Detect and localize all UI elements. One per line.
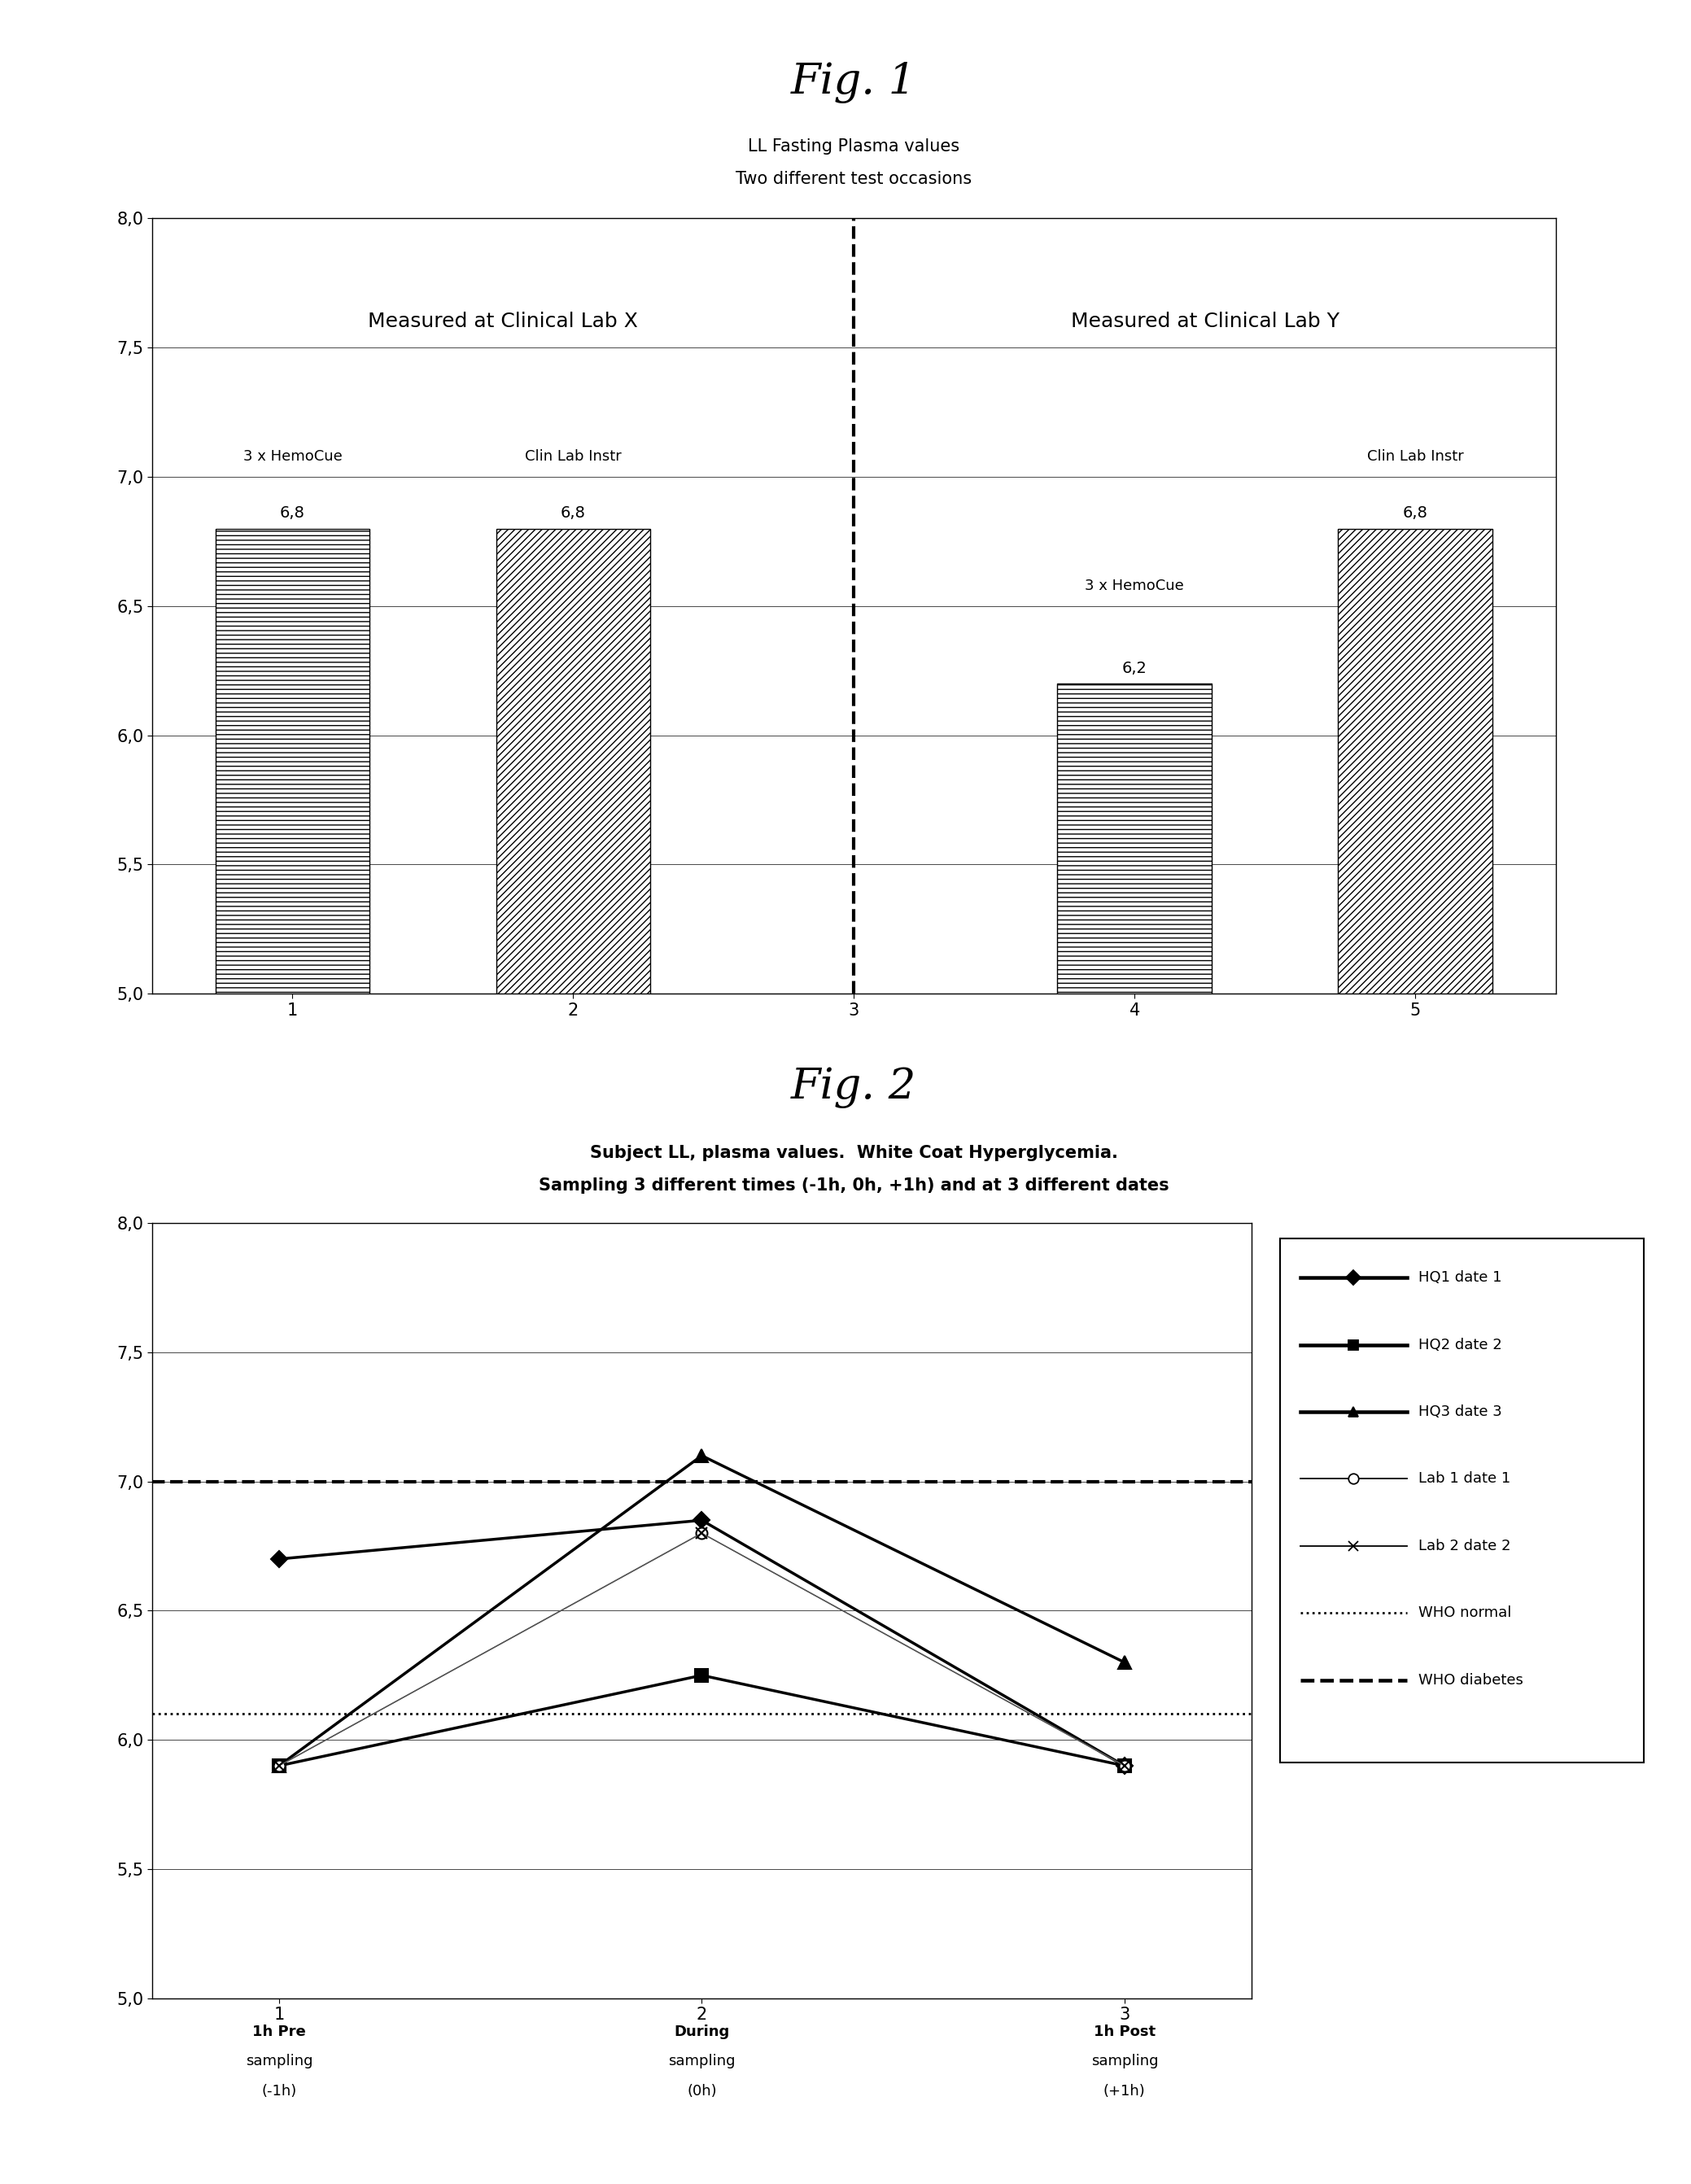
Text: sampling: sampling <box>1091 2053 1158 2068</box>
Text: Two different test occasions: Two different test occasions <box>736 170 972 188</box>
Text: Subject LL, plasma values.  White Coat Hyperglycemia.: Subject LL, plasma values. White Coat Hy… <box>590 1144 1118 1162</box>
Text: (+1h): (+1h) <box>1104 2084 1145 2099</box>
Text: Measured at Clinical Lab Y: Measured at Clinical Lab Y <box>1070 312 1339 332</box>
Text: Lab 2 date 2: Lab 2 date 2 <box>1419 1540 1512 1553</box>
Text: Measured at Clinical Lab X: Measured at Clinical Lab X <box>369 312 638 332</box>
Text: 1h Post: 1h Post <box>1094 2025 1155 2040</box>
Text: 3 x HemoCue: 3 x HemoCue <box>244 450 342 463</box>
Text: HQ2 date 2: HQ2 date 2 <box>1419 1337 1502 1352</box>
Bar <box>495 529 651 994</box>
Text: Lab 1 date 1: Lab 1 date 1 <box>1419 1472 1510 1485</box>
Text: During: During <box>675 2025 729 2040</box>
Text: sampling: sampling <box>245 2053 313 2068</box>
Text: LL Fasting Plasma values: LL Fasting Plasma values <box>747 138 960 155</box>
Text: WHO diabetes: WHO diabetes <box>1419 1673 1524 1688</box>
Text: HQ3 date 3: HQ3 date 3 <box>1419 1404 1502 1420</box>
Text: 6,2: 6,2 <box>1123 660 1146 675</box>
Text: Fig. 2: Fig. 2 <box>791 1066 917 1109</box>
Text: (0h): (0h) <box>687 2084 717 2099</box>
Bar <box>1338 529 1493 994</box>
Text: 3 x HemoCue: 3 x HemoCue <box>1086 579 1184 594</box>
Text: 6,8: 6,8 <box>1404 505 1427 520</box>
Text: 1h Pre: 1h Pre <box>252 2025 306 2040</box>
Text: (-1h): (-1h) <box>262 2084 296 2099</box>
Text: sampling: sampling <box>668 2053 736 2068</box>
Bar <box>1057 684 1212 994</box>
Text: 6,8: 6,8 <box>281 505 304 520</box>
Text: 6,8: 6,8 <box>561 505 585 520</box>
Text: Clin Lab Instr: Clin Lab Instr <box>1366 450 1464 463</box>
Bar <box>215 529 370 994</box>
Text: Clin Lab Instr: Clin Lab Instr <box>524 450 622 463</box>
Text: WHO normal: WHO normal <box>1419 1605 1512 1621</box>
Text: HQ1 date 1: HQ1 date 1 <box>1419 1271 1502 1284</box>
Text: Sampling 3 different times (-1h, 0h, +1h) and at 3 different dates: Sampling 3 different times (-1h, 0h, +1h… <box>539 1177 1168 1195</box>
Text: Fig. 1: Fig. 1 <box>791 61 917 105</box>
